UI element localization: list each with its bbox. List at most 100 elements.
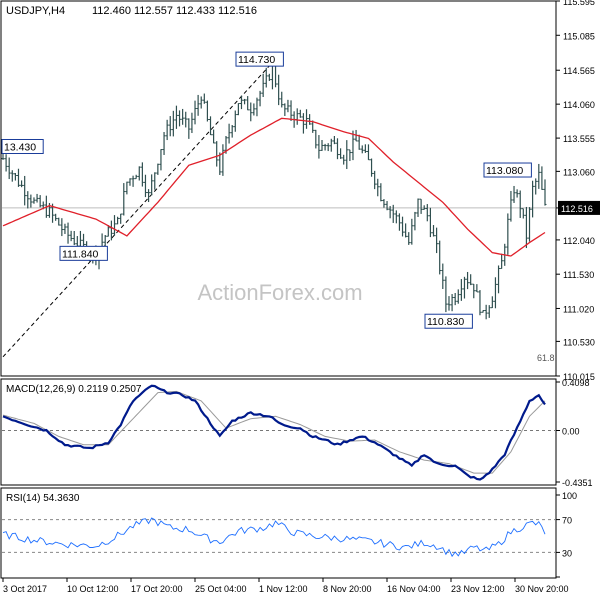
ohlc-bar <box>147 189 151 203</box>
ohlc-bar <box>66 222 70 244</box>
ohlc-bar <box>205 100 209 122</box>
annotation-label: 111.840 <box>62 248 99 260</box>
ohlc-bar <box>181 108 185 125</box>
macd-panel <box>0 378 557 486</box>
current-price-badge <box>558 200 600 215</box>
ohlc-bar <box>156 163 160 175</box>
ohlc-bar <box>314 129 318 149</box>
grid-layer <box>2 207 555 553</box>
ohlc-bar <box>246 96 250 111</box>
ohlc-bar <box>413 211 417 231</box>
ohlc-bar <box>187 118 191 139</box>
ohlc-bar <box>7 157 11 180</box>
time-tick-label: 8 Nov 20:00 <box>323 584 372 594</box>
ohlc-bar <box>221 144 225 176</box>
ohlc-bar <box>484 304 488 320</box>
watermark: ActionForex.com <box>197 280 362 305</box>
ohlc-bar <box>283 103 287 116</box>
time-tick-label: 3 Oct 2017 <box>3 584 47 594</box>
ohlc-bar <box>112 215 116 236</box>
ohlc-bar <box>57 217 61 226</box>
rsi-lines <box>2 517 546 558</box>
ohlc-bar <box>137 166 141 181</box>
annotation-box <box>483 162 532 178</box>
ohlc-bar <box>317 135 321 159</box>
annotation-label: 114.730 <box>238 54 275 66</box>
ohlc-bar <box>171 110 175 137</box>
macd-tick-label: 0.4098 <box>562 378 590 388</box>
ohlc-bar <box>357 134 361 150</box>
ohlc-bar <box>450 294 454 312</box>
current-price-label: 112.516 <box>561 204 593 214</box>
moving-average-line <box>2 117 546 257</box>
ohlc-bar <box>258 90 262 107</box>
ohlc-bar <box>261 73 265 98</box>
ohlc-bar <box>540 166 544 190</box>
ohlc-bar <box>351 130 355 161</box>
rsi-tick-label: 70 <box>562 516 572 526</box>
annotation-label: 113.080 <box>486 165 523 177</box>
ohlc-bar <box>131 175 135 187</box>
ohlc-bar <box>153 172 157 190</box>
ohlc-bar <box>54 213 58 221</box>
ohlc-bar <box>490 296 494 309</box>
ohlc-bar <box>23 175 27 206</box>
ohlc-bar <box>459 279 463 301</box>
rsi-tick-label: 30 <box>562 548 572 558</box>
ohlc-bar <box>512 185 516 203</box>
annotation-box <box>59 245 108 261</box>
annotation-box <box>1 138 44 154</box>
time-tick-label: 25 Oct 04:00 <box>195 584 247 594</box>
ohlc-bar <box>401 216 405 237</box>
trendline-layer <box>2 58 276 358</box>
ohlc-bar <box>178 110 182 127</box>
ohlc-bar <box>329 138 333 152</box>
ohlc-bar <box>518 190 522 218</box>
ohlc-bar <box>348 149 352 162</box>
rsi-line <box>2 517 546 558</box>
ohlc-bar <box>125 181 129 195</box>
macd-title: MACD(12,26,9) 0.2119 0.2507 <box>6 384 142 395</box>
ohlc-bar <box>13 173 17 181</box>
ohlc-bar <box>493 277 497 309</box>
ohlc-bar <box>277 74 281 106</box>
ohlc-bar <box>497 265 501 294</box>
price-tick-label: 115.595 <box>563 0 595 7</box>
price-tick-label: 114.060 <box>563 100 595 110</box>
ohlc-bar <box>143 174 147 198</box>
ohlc-bar <box>16 168 20 187</box>
ohlc-bar <box>366 144 370 161</box>
ohlc-bar <box>311 120 315 133</box>
axis-labels: 115.595 115.085 114.565 114.060 113.555 113.0… <box>2 0 600 594</box>
ohlc-bar <box>394 210 398 224</box>
ohlc-bar <box>326 143 330 152</box>
ohlc-bar <box>425 204 429 222</box>
ohlc-bar <box>531 180 535 218</box>
ohlc-bar <box>264 67 268 88</box>
ohlc-bar <box>255 97 259 117</box>
ohlc-bar <box>487 305 491 318</box>
ohlc-bar <box>462 276 466 299</box>
ohlc-bar <box>252 103 256 116</box>
ohlc-bar <box>212 129 216 144</box>
ohlc-bar <box>4 154 8 172</box>
ohlc-bar <box>453 293 457 306</box>
ohlc-bar <box>435 227 439 254</box>
ohlc-bar <box>196 94 200 116</box>
rsi-title: RSI(14) 54.3630 <box>6 493 80 504</box>
ohlc-bar <box>478 290 482 316</box>
annotation-label: 13.430 <box>4 141 36 153</box>
ohlc-bar <box>422 205 426 210</box>
ohlc-bar <box>305 109 309 129</box>
ohlc-bar <box>230 125 234 138</box>
dashed-trendline <box>2 58 276 358</box>
annotation-box <box>235 51 284 67</box>
ohlc-bar <box>391 204 395 223</box>
ohlc-bar <box>140 162 144 187</box>
ohlc-bar <box>509 190 513 222</box>
ohlc-bar <box>506 213 510 255</box>
ohlc-bar <box>528 207 532 242</box>
